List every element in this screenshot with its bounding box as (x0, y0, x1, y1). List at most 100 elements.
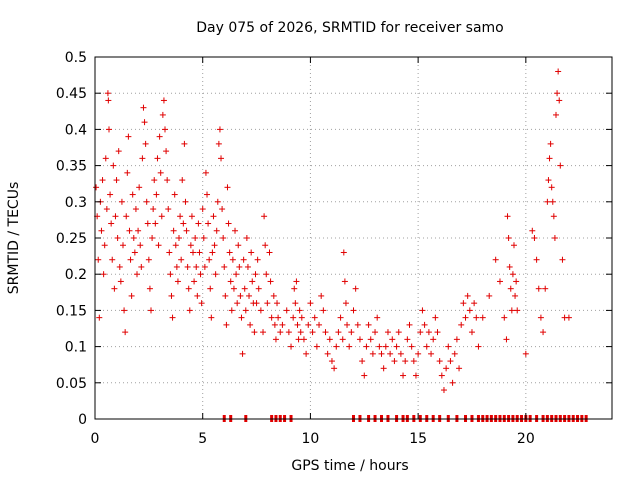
data-point (503, 336, 510, 343)
data-point (150, 206, 157, 213)
data-point (290, 314, 297, 321)
data-point (198, 300, 205, 307)
data-point (166, 249, 173, 256)
data-point (134, 271, 141, 278)
data-point (400, 372, 407, 379)
data-point (112, 213, 119, 220)
data-point (227, 278, 234, 285)
data-point (262, 242, 269, 249)
data-point (170, 227, 177, 234)
data-point (466, 307, 473, 314)
data-point (239, 350, 246, 357)
data-point (169, 314, 176, 321)
y-tick-label: 0.3 (65, 195, 87, 211)
data-point (206, 256, 213, 263)
data-point (443, 365, 450, 372)
data-point (153, 191, 160, 198)
data-point (271, 321, 278, 328)
data-point (183, 227, 190, 234)
data-point (556, 97, 563, 104)
data-point (137, 242, 144, 249)
data-point (101, 242, 108, 249)
data-point (248, 249, 255, 256)
data-point (361, 372, 368, 379)
data-point (93, 184, 100, 191)
data-point (192, 235, 199, 241)
data-point (98, 227, 105, 234)
y-tick-label: 0.5 (65, 50, 87, 66)
data-point (272, 336, 279, 343)
data-point (215, 140, 222, 147)
data-point (127, 256, 134, 263)
data-point (275, 314, 282, 321)
data-point (544, 198, 551, 205)
data-point (434, 329, 441, 336)
data-point (255, 285, 262, 292)
data-point (513, 278, 520, 285)
data-point (154, 155, 161, 162)
data-point (213, 227, 220, 234)
data-point (522, 350, 529, 357)
data-point (376, 343, 383, 350)
data-point (297, 329, 304, 336)
y-tick-label: 0.1 (65, 340, 87, 356)
data-point (109, 256, 116, 263)
data-point (549, 198, 556, 205)
data-point (438, 372, 445, 379)
data-point (547, 140, 554, 147)
data-point (535, 285, 542, 292)
data-point (501, 314, 508, 321)
data-point (226, 249, 233, 256)
data-point (406, 321, 413, 328)
data-point (300, 336, 307, 343)
data-point (285, 329, 292, 336)
data-point (143, 198, 150, 205)
data-point (140, 104, 147, 111)
data-point (305, 321, 312, 328)
data-point (251, 329, 258, 336)
data-point (216, 126, 223, 133)
data-point (228, 307, 235, 314)
data-point (296, 307, 303, 314)
data-point (408, 343, 415, 350)
data-point (565, 314, 572, 321)
data-point (288, 343, 295, 350)
data-point (254, 256, 261, 263)
data-point (374, 314, 381, 321)
data-point (123, 213, 130, 220)
data-point (333, 343, 340, 350)
data-point (224, 184, 231, 191)
data-point (451, 350, 458, 357)
data-point (158, 213, 165, 220)
data-point (263, 271, 270, 278)
data-point (240, 256, 247, 263)
data-point (152, 220, 159, 227)
data-point (111, 285, 118, 292)
data-point (440, 387, 447, 394)
x-tick-label: 10 (302, 431, 320, 447)
data-point (128, 292, 135, 299)
data-point (105, 97, 112, 104)
data-point (350, 307, 357, 314)
data-point (354, 321, 361, 328)
data-point (121, 307, 128, 314)
y-tick-label: 0 (78, 412, 87, 428)
data-point (142, 140, 149, 147)
data-point (223, 321, 230, 328)
data-point (551, 235, 558, 241)
data-point (548, 184, 555, 191)
data-point (447, 358, 454, 365)
data-point (253, 300, 260, 307)
data-point (177, 213, 184, 220)
y-tick-label: 0.05 (56, 376, 87, 392)
y-tick-labels: 0 0.05 0.1 0.15 0.2 0.25 0.3 0.35 0.4 0.45 0.5 (56, 50, 87, 428)
data-point (391, 358, 398, 365)
data-point (146, 285, 153, 292)
data-point (219, 206, 226, 213)
data-point (340, 249, 347, 256)
data-point (204, 191, 211, 198)
data-point (229, 256, 236, 263)
data-point (104, 90, 111, 97)
data-point (475, 343, 482, 350)
data-point (471, 300, 478, 307)
